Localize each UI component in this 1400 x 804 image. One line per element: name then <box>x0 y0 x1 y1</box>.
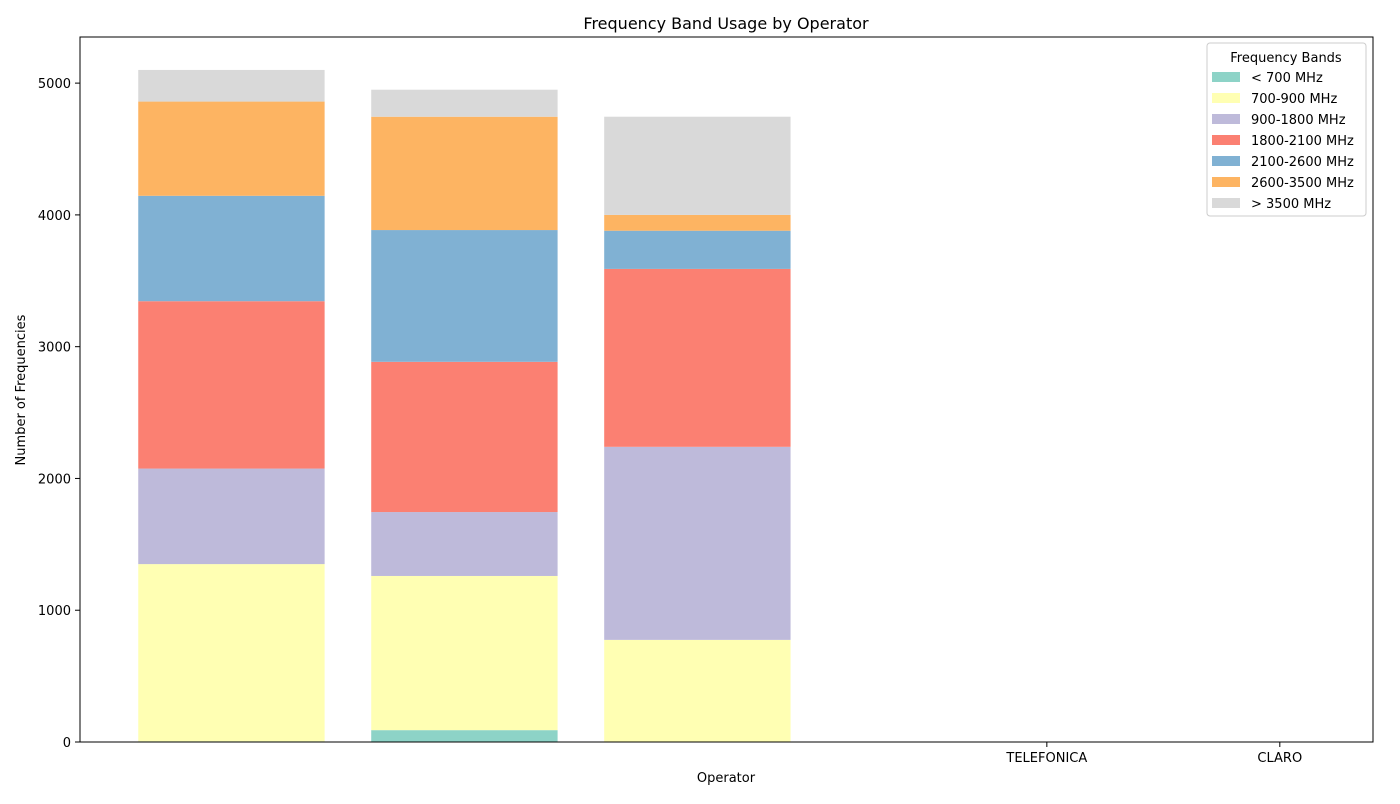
y-tick-label: 0 <box>63 736 71 751</box>
bar-segment-2100-2600-mhz-1 <box>371 230 558 362</box>
x-tick-label: TELEFONICA <box>1005 751 1087 766</box>
bar-segment-3500-mhz-2 <box>604 116 791 215</box>
bars-layer <box>138 69 791 742</box>
bar-segment-2600-3500-mhz-0 <box>138 101 325 196</box>
bar-segment-2100-2600-mhz-2 <box>604 230 791 269</box>
bar-segment-2600-3500-mhz-2 <box>604 214 791 231</box>
axes-layer: 010002000300040005000TELEFONICACLAROTIM <box>38 36 1374 766</box>
legend-title: Frequency Bands <box>1230 51 1342 66</box>
bar-segment-1800-2100-mhz-2 <box>604 268 791 447</box>
plot-frame <box>79 36 1374 743</box>
y-tick-label: 4000 <box>38 209 71 224</box>
bar-segment-900-1800-mhz-1 <box>371 512 558 576</box>
legend: Frequency Bands < 700 MHz 700-900 MHz 900-1… <box>1206 42 1367 217</box>
bar-segment-1800-2100-mhz-1 <box>371 361 558 513</box>
bar-segment-3500-mhz-0 <box>138 69 325 102</box>
legend-label: 1800-2100 MHz <box>1251 134 1354 149</box>
x-tick-label: CLARO <box>1257 751 1302 766</box>
bar-segment-700-900-mhz-0 <box>138 564 325 742</box>
bar-segment-900-1800-mhz-0 <box>138 468 325 565</box>
y-tick-label: 5000 <box>38 77 71 92</box>
x-axis-label: Operator <box>697 771 756 786</box>
bar-segment-2600-3500-mhz-1 <box>371 116 558 231</box>
legend-swatch <box>1212 177 1240 187</box>
legend-box <box>1206 42 1367 217</box>
legend-swatch <box>1212 114 1240 124</box>
legend-label: 2600-3500 MHz <box>1251 176 1354 191</box>
legend-label: 900-1800 MHz <box>1251 113 1346 128</box>
legend-swatch <box>1212 135 1240 145</box>
bar-segment-700-900-mhz-1 <box>371 575 558 731</box>
bar-segment-3500-mhz-1 <box>371 89 558 117</box>
legend-label: > 3500 MHz <box>1251 197 1331 212</box>
legend-swatch <box>1212 93 1240 103</box>
legend-label: < 700 MHz <box>1251 71 1323 86</box>
bar-segment-700-900-mhz-2 <box>604 639 791 742</box>
legend-swatch <box>1212 156 1240 166</box>
y-tick-label: 3000 <box>38 341 71 356</box>
bar-segment-900-1800-mhz-2 <box>604 446 791 640</box>
legend-swatch <box>1212 198 1240 208</box>
chart-title: Frequency Band Usage by Operator <box>583 14 869 33</box>
bar-segment-700-mhz-1 <box>371 730 558 742</box>
y-tick-label: 1000 <box>38 604 71 619</box>
bar-segment-2100-2600-mhz-0 <box>138 195 325 302</box>
legend-label: 2100-2600 MHz <box>1251 155 1354 170</box>
y-axis-label: Number of Frequencies <box>14 314 29 465</box>
y-tick-label: 2000 <box>38 472 71 487</box>
legend-label: 700-900 MHz <box>1251 92 1337 107</box>
legend-swatch <box>1212 72 1240 82</box>
bar-segment-1800-2100-mhz-0 <box>138 301 325 469</box>
